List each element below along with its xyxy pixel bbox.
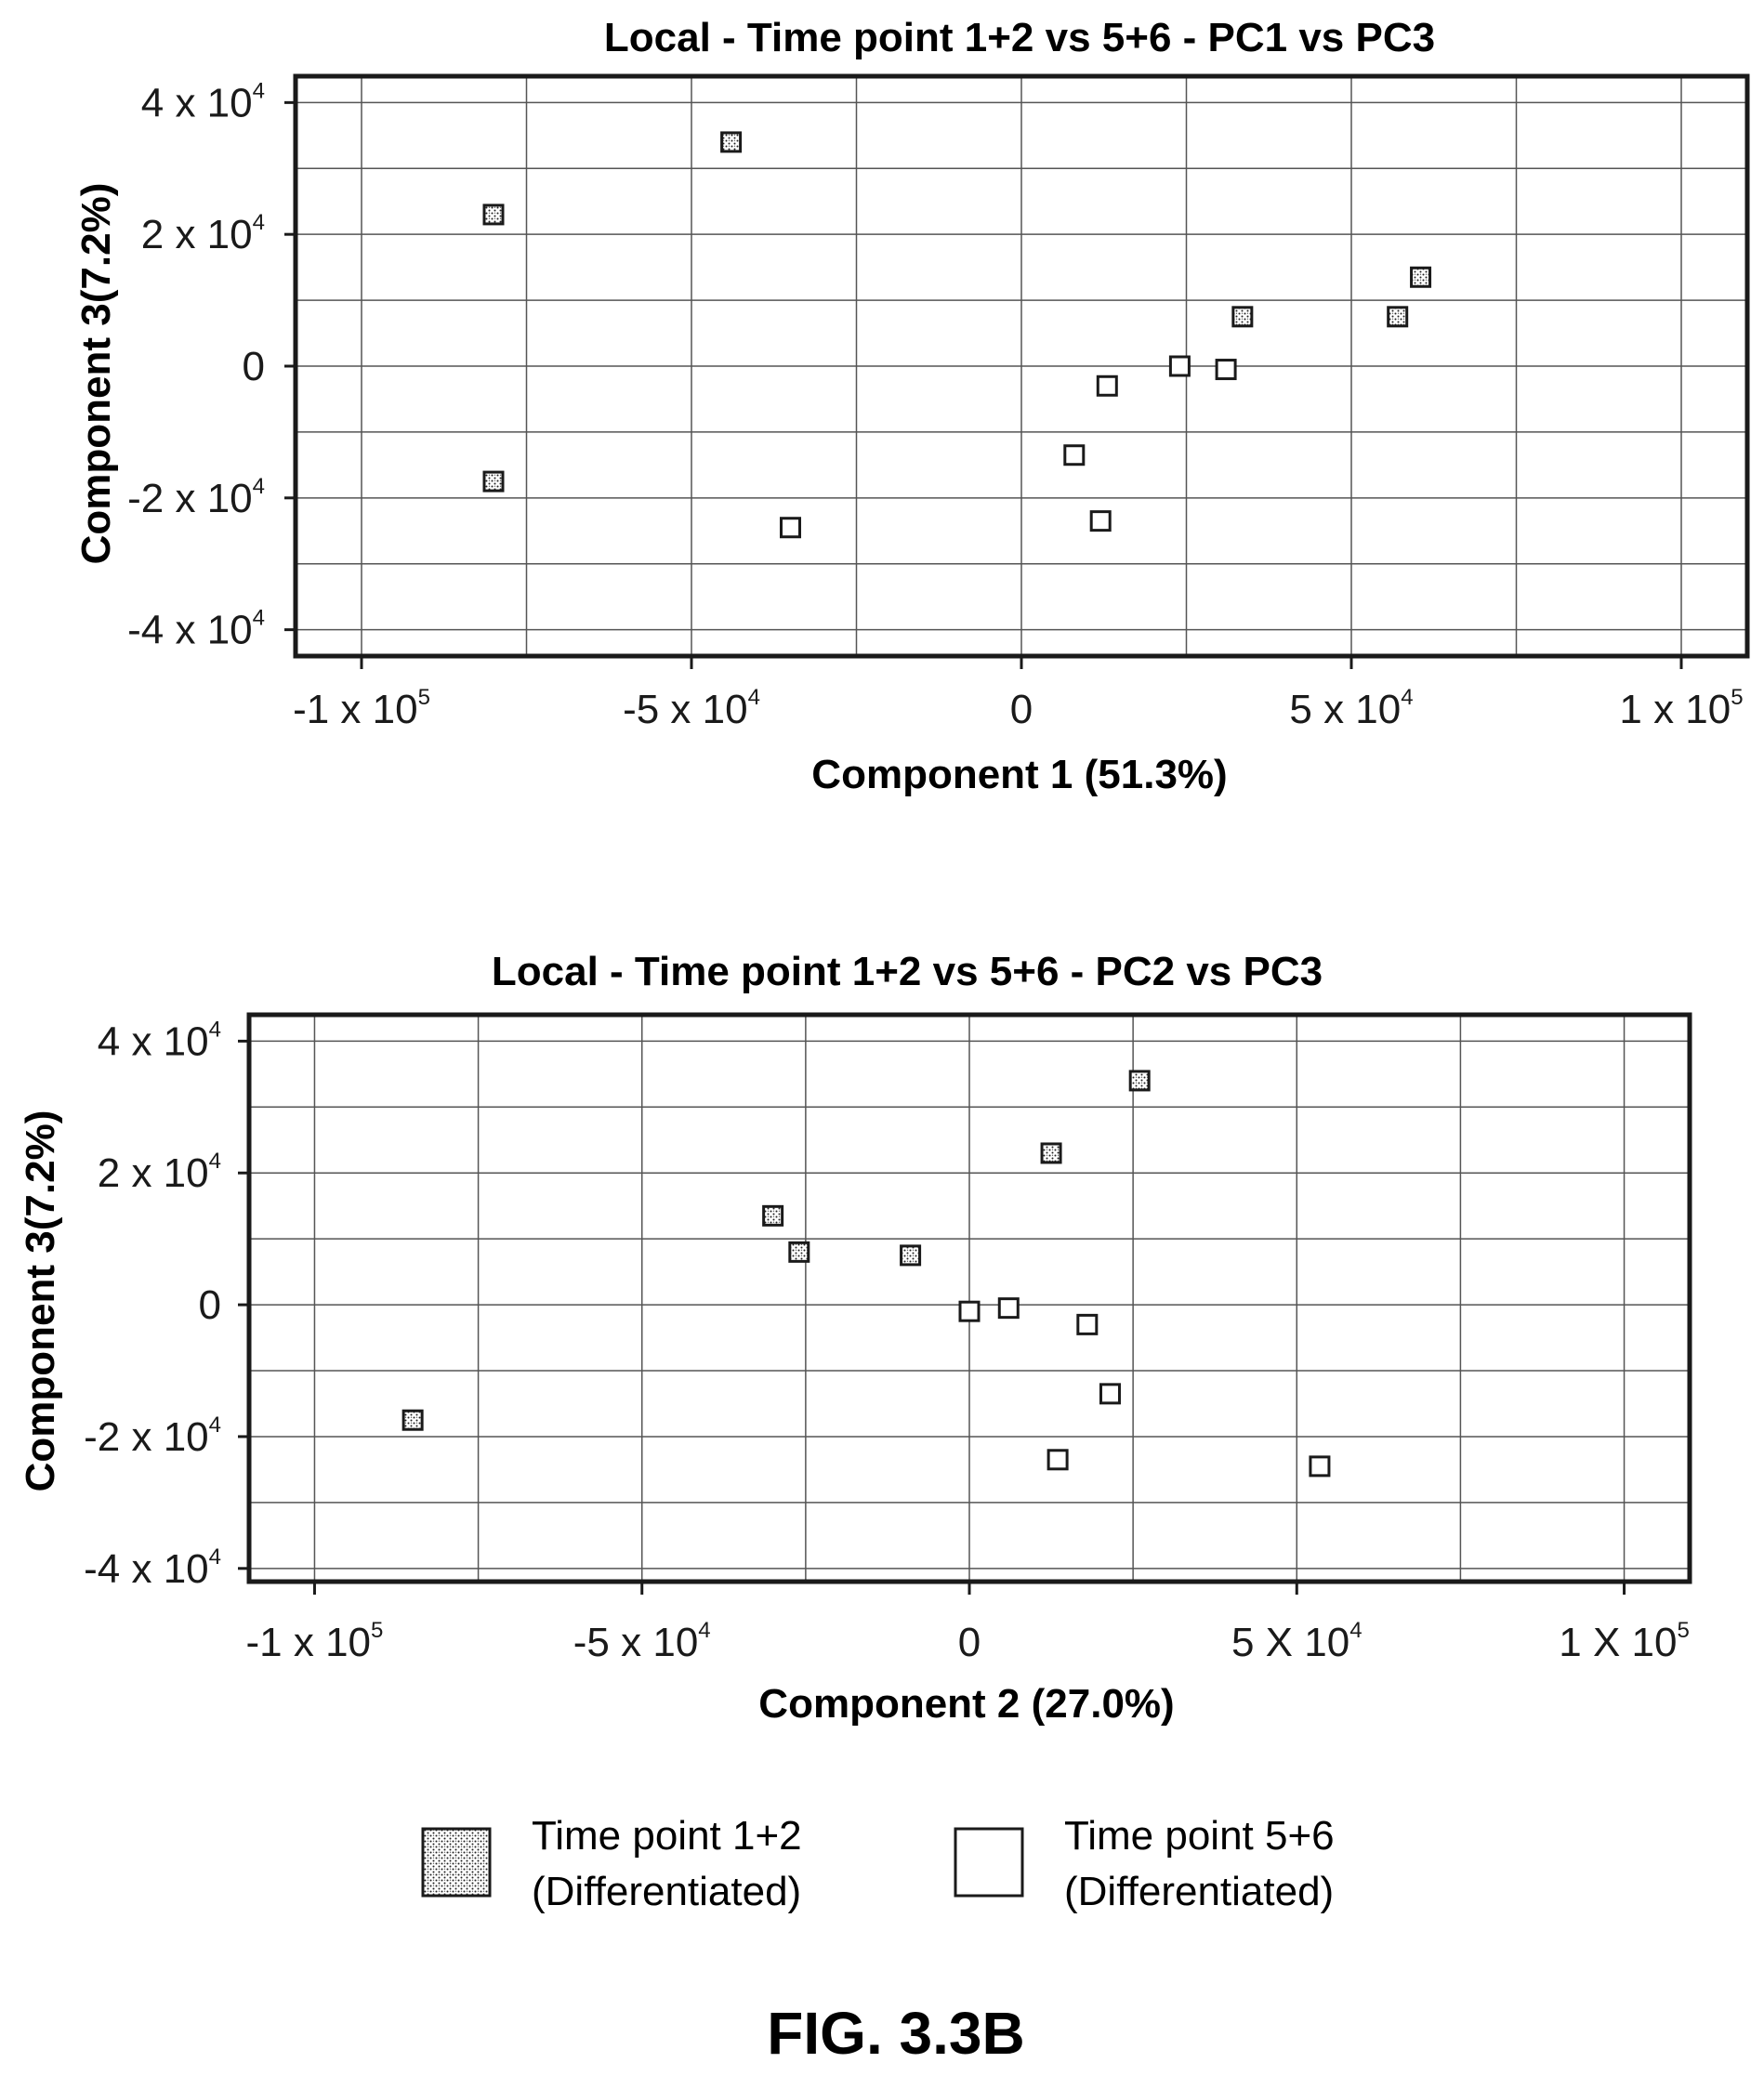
chart-title: Local - Time point 1+2 vs 5+6 - PC2 vs P… [492, 949, 1323, 994]
x-tick-label: 5 x 104 [1289, 685, 1413, 732]
y-axis-ticks: 4 x 104 2 x 104 0 -2 x 104 -4 x 104 [84, 1017, 249, 1592]
y-tick-label: 4 x 104 [98, 1017, 221, 1064]
y-tick-label: 2 x 104 [141, 210, 265, 257]
data-point-time-point-1-2 [762, 1204, 784, 1227]
legend: Time point 1+2 (Differentiated) Time poi… [421, 1813, 1335, 1914]
tick-exponent: 4 [1349, 1618, 1362, 1643]
data-point-time-point-1-2 [1410, 266, 1432, 288]
legend-label-line2: (Differentiated) [1064, 1869, 1334, 1914]
x-axis-ticks: -1 x 105 -5 x 104 0 5 X 104 1 X 105 [246, 1582, 1690, 1665]
data-point-time-point-5-6 [1309, 1455, 1331, 1478]
legend-label-line2: (Differentiated) [532, 1869, 801, 1914]
data-point-time-point-1-2 [402, 1409, 424, 1431]
tick-exponent: 4 [698, 1618, 710, 1643]
data-point-time-point-1-2 [1128, 1070, 1151, 1092]
data-point-time-point-5-6 [1076, 1313, 1099, 1335]
data-point-time-point-1-2 [482, 204, 505, 226]
data-point-time-point-5-6 [997, 1297, 1020, 1320]
data-point-time-point-5-6 [1168, 355, 1191, 377]
tick-exponent: 5 [418, 685, 430, 710]
y-axis-label: Component 3(7.2%) [73, 183, 119, 565]
y-tick-label: -2 x 104 [127, 474, 265, 521]
tick-exponent: 4 [209, 1149, 221, 1174]
data-points [402, 1070, 1331, 1478]
tick-exponent: 5 [371, 1618, 383, 1643]
legend-label-line1: Time point 1+2 [532, 1813, 802, 1859]
grid [249, 1015, 1690, 1582]
tick-exponent: 4 [748, 685, 760, 710]
x-tick-label: -5 x 104 [623, 685, 760, 732]
legend-label-line1: Time point 5+6 [1064, 1813, 1335, 1859]
y-tick-label: 2 x 104 [98, 1149, 221, 1196]
tick-exponent: 4 [1401, 685, 1413, 710]
tick-exponent: 4 [253, 474, 265, 499]
data-points [482, 131, 1432, 539]
data-point-time-point-1-2 [900, 1244, 922, 1267]
x-tick-label: 1 X 105 [1559, 1618, 1690, 1665]
legend-item-time-point-5-6: Time point 5+6 (Differentiated) [954, 1813, 1335, 1914]
grid [296, 76, 1747, 656]
y-axis-label: Component 3(7.2%) [18, 1110, 63, 1492]
data-point-time-point-1-2 [1387, 306, 1409, 328]
pc2-vs-pc3-chart: Local - Time point 1+2 vs 5+6 - PC2 vs P… [18, 949, 1692, 1727]
tick-exponent: 4 [253, 606, 265, 631]
data-point-time-point-1-2 [788, 1241, 810, 1263]
x-axis-label: Component 2 (27.0%) [758, 1681, 1174, 1727]
chart-title: Local - Time point 1+2 vs 5+6 - PC1 vs P… [604, 15, 1435, 60]
tick-exponent: 4 [253, 210, 265, 235]
y-tick-label: 0 [199, 1282, 221, 1328]
y-tick-label: 0 [243, 344, 265, 389]
x-tick-label: 5 X 104 [1231, 1618, 1362, 1665]
tick-exponent: 4 [209, 1017, 221, 1042]
x-axis-label: Component 1 (51.3%) [811, 752, 1227, 797]
stippled-square-icon [421, 1827, 492, 1898]
figure-label: FIG. 3.3B [767, 2000, 1024, 2067]
x-tick-label: -1 x 105 [293, 685, 430, 732]
data-point-time-point-5-6 [958, 1300, 981, 1322]
data-point-time-point-5-6 [1099, 1383, 1121, 1405]
data-point-time-point-5-6 [780, 517, 801, 539]
x-tick-label: -1 x 105 [246, 1618, 384, 1665]
open-square-icon [954, 1827, 1024, 1898]
x-tick-label: 1 x 105 [1619, 685, 1743, 732]
tick-exponent: 5 [1677, 1618, 1689, 1643]
tick-exponent: 4 [253, 78, 265, 103]
data-point-time-point-1-2 [720, 131, 743, 153]
data-point-time-point-1-2 [482, 470, 505, 493]
x-tick-label: 0 [958, 1620, 981, 1665]
y-tick-label: -4 x 104 [127, 606, 265, 653]
x-axis-ticks: -1 x 105 -5 x 104 0 5 x 104 1 x 105 [293, 656, 1744, 732]
y-tick-label: -2 x 104 [84, 1412, 221, 1460]
tick-exponent: 4 [209, 1544, 221, 1570]
y-tick-label: 4 x 104 [141, 78, 265, 125]
data-point-time-point-5-6 [1047, 1449, 1069, 1471]
y-axis-ticks: 4 x 104 2 x 104 0 -2 x 104 -4 x 104 [127, 78, 296, 653]
data-point-time-point-5-6 [1096, 374, 1118, 397]
x-tick-label: -5 x 104 [573, 1618, 711, 1665]
x-tick-label: 0 [1010, 687, 1033, 732]
pc1-vs-pc3-chart: Local - Time point 1+2 vs 5+6 - PC1 vs P… [73, 15, 1750, 797]
data-point-time-point-1-2 [1040, 1142, 1062, 1164]
y-tick-label: -4 x 104 [84, 1544, 221, 1592]
data-point-time-point-5-6 [1063, 444, 1086, 466]
tick-exponent: 5 [1731, 685, 1743, 710]
legend-item-time-point-1-2: Time point 1+2 (Differentiated) [421, 1813, 802, 1914]
data-point-time-point-5-6 [1215, 359, 1237, 381]
tick-exponent: 4 [209, 1412, 221, 1438]
data-point-time-point-5-6 [1089, 510, 1112, 532]
data-point-time-point-1-2 [1231, 306, 1254, 328]
